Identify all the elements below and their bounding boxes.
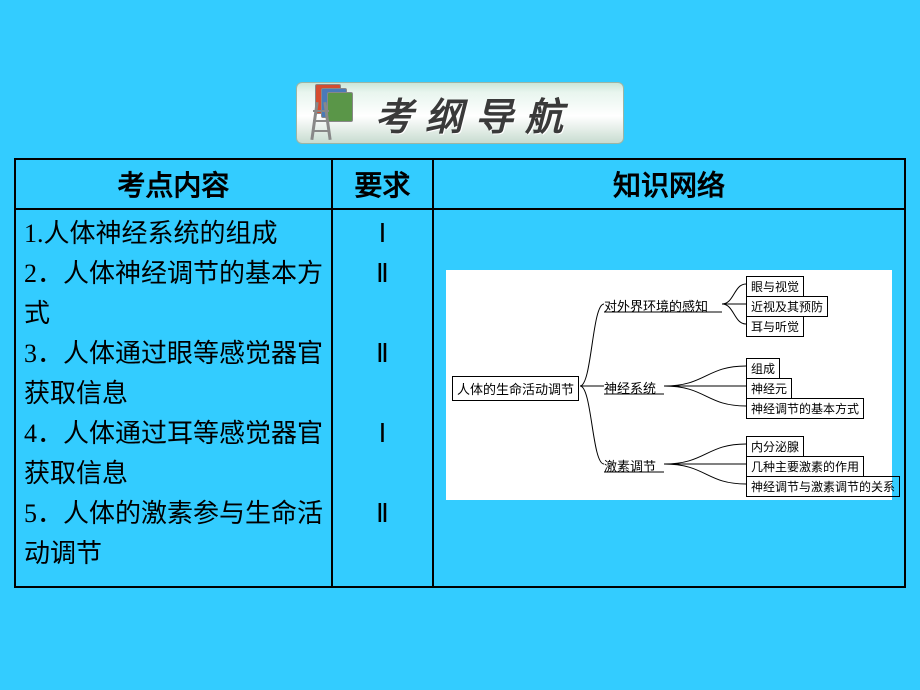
banner-title: 考纲导航 — [375, 86, 575, 141]
mindmap-branch: 神经系统 — [604, 378, 656, 397]
header-topic: 考点内容 — [15, 159, 332, 209]
topic-row: 3．人体通过眼等感觉器官获取信息 — [24, 334, 325, 414]
mindmap-branch: 对外界环境的感知 — [604, 296, 708, 315]
header-requirement: 要求 — [332, 159, 433, 209]
network-cell: 人体的生命活动调节 对外界环境的感知 神经系统 激素调节 眼与视觉 近视及其预防… — [433, 209, 905, 587]
mindmap-leaf: 神经调节与激素调节的关系 — [746, 476, 900, 497]
mindmap-branch: 激素调节 — [604, 456, 656, 475]
req-value: Ⅱ — [333, 334, 432, 414]
topics-cell: 1.人体神经系统的组成 2．人体神经调节的基本方式 3．人体通过眼等感觉器官获取… — [15, 209, 332, 587]
mindmap-leaf: 耳与听觉 — [746, 316, 804, 337]
mindmap-leaf: 神经调节的基本方式 — [746, 398, 864, 419]
req-value: Ⅰ — [333, 414, 432, 494]
mindmap-leaf: 内分泌腺 — [746, 436, 804, 457]
mindmap-leaf: 眼与视觉 — [746, 276, 804, 297]
topic-row: 5．人体的激素参与生命活动调节 — [24, 494, 325, 574]
syllabus-table: 考点内容 要求 知识网络 1.人体神经系统的组成 2．人体神经调节的基本方式 3… — [14, 158, 906, 588]
header-network: 知识网络 — [433, 159, 905, 209]
topic-row: 2．人体神经调节的基本方式 — [24, 254, 325, 334]
mindmap-leaf: 神经元 — [746, 378, 792, 399]
mindmap-leaf: 近视及其预防 — [746, 296, 828, 317]
mindmap-leaf: 几种主要激素的作用 — [746, 456, 864, 477]
req-value: Ⅱ — [333, 494, 432, 574]
mindmap-diagram: 人体的生命活动调节 对外界环境的感知 神经系统 激素调节 眼与视觉 近视及其预防… — [446, 270, 892, 500]
topic-row: 4．人体通过耳等感觉器官获取信息 — [24, 414, 325, 494]
req-value: Ⅱ — [333, 254, 432, 334]
req-value: Ⅰ — [333, 214, 432, 254]
banner: 考纲导航 — [296, 82, 624, 144]
books-ladder-icon — [305, 82, 365, 144]
mindmap-root: 人体的生命活动调节 — [452, 376, 579, 401]
requirements-cell: Ⅰ Ⅱ Ⅱ Ⅰ Ⅱ — [332, 209, 433, 587]
mindmap-leaf: 组成 — [746, 358, 780, 379]
topic-row: 1.人体神经系统的组成 — [24, 214, 325, 254]
